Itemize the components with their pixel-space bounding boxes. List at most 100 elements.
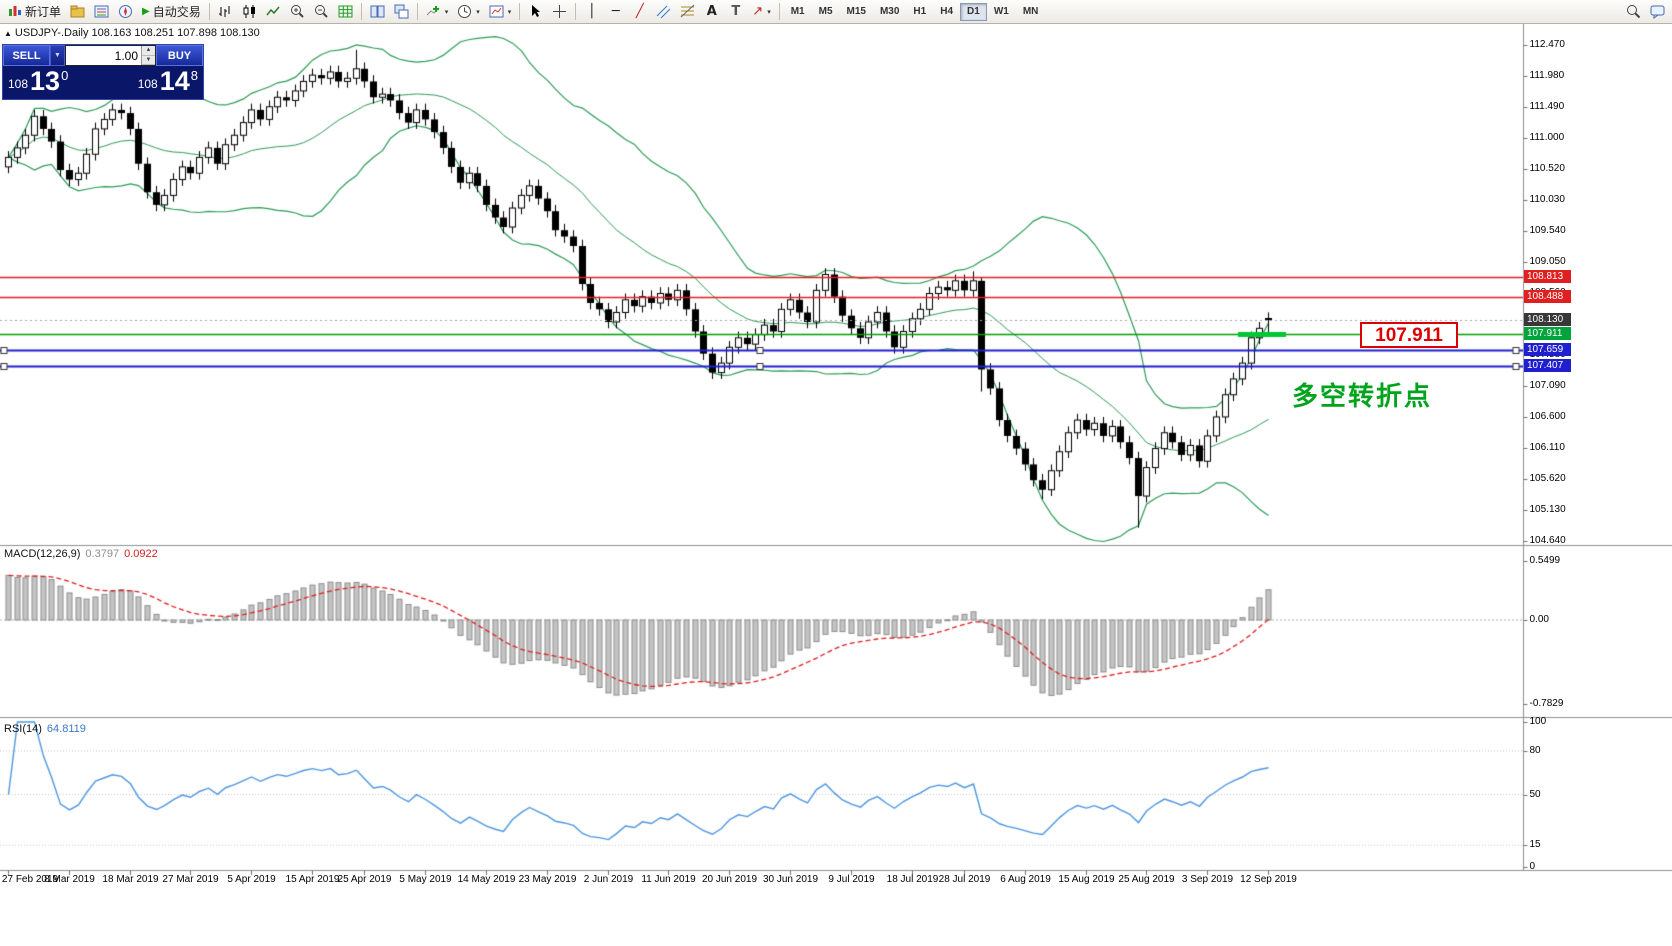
timeframe-button-m15[interactable]: M15 — [840, 3, 873, 21]
trendline-icon: ╱ — [635, 3, 644, 19]
zoom-in-icon — [290, 5, 304, 18]
timeframe-group: M1 M5 M15 M30 H1 H4 D1 W1 MN — [784, 2, 1046, 21]
one-click-trading-panel: SELL ▼ 1.00 ▲ ▼ BUY 108 13 0 108 14 8 — [2, 44, 204, 100]
macd-main-value: 0.3797 — [85, 548, 120, 560]
fibonacci-tool-button[interactable] — [676, 2, 699, 22]
search-button[interactable] — [1622, 2, 1645, 22]
search-icon — [1627, 5, 1641, 19]
chart-symbol-title: ▲ USDJPY-.Daily 108.163 108.251 107.898 1… — [4, 27, 260, 39]
grid-icon — [338, 5, 353, 18]
toolbar-separator — [416, 3, 418, 20]
rsi-indicator-label: RSI(14) 64.8119 — [4, 723, 86, 735]
chevron-down-icon: ▾ — [507, 8, 512, 16]
cursor-icon — [532, 5, 541, 17]
macd-indicator-label: MACD(12,26,9) 0.3797 0.0922 — [4, 548, 158, 560]
zoom-out-icon — [314, 5, 328, 18]
volume-increase-button[interactable]: ▲ — [142, 46, 155, 56]
ohlc-values: 108.163 108.251 107.898 108.130 — [91, 27, 260, 39]
bar-chart-mode-button[interactable] — [214, 2, 237, 22]
timeframe-button-m5[interactable]: M5 — [812, 3, 840, 21]
cascade-windows-icon — [394, 4, 409, 19]
fibonacci-icon — [680, 4, 695, 18]
arrow-tool-icon: ↗ — [752, 3, 764, 19]
timeframe-button-m30[interactable]: M30 — [873, 3, 906, 21]
rsi-name: RSI(14) — [4, 723, 42, 735]
horizontal-line-icon: ─ — [611, 3, 620, 19]
autotrading-button[interactable]: ▶ 自动交易 — [138, 2, 205, 22]
chevron-down-icon: ▾ — [476, 8, 480, 16]
volume-decrease-button[interactable]: ▼ — [142, 55, 155, 65]
market-watch-button[interactable] — [90, 2, 113, 22]
trendline-tool-button[interactable]: ╱ — [628, 2, 651, 22]
market-watch-icon — [94, 5, 109, 18]
buy-button[interactable]: BUY — [156, 45, 203, 66]
navigator-button[interactable] — [114, 2, 137, 22]
crosshair-icon — [553, 5, 567, 18]
rsi-value: 64.8119 — [46, 723, 86, 735]
periods-button[interactable]: ▾ — [453, 2, 484, 22]
buy-price-prefix: 108 — [137, 77, 158, 91]
one-click-price-row: 108 13 0 108 14 8 — [3, 66, 203, 99]
timeframe-button-mn[interactable]: MN — [1016, 3, 1046, 21]
text-label-tool-button[interactable]: T — [724, 2, 747, 22]
indicators-button[interactable]: ▾ — [422, 2, 453, 22]
navigator-icon — [119, 5, 133, 18]
channel-tool-button[interactable] — [652, 2, 675, 22]
text-tool-button[interactable]: A — [700, 2, 723, 22]
volume-value[interactable]: 1.00 — [114, 49, 138, 63]
sell-button[interactable]: SELL — [3, 45, 50, 66]
profiles-button[interactable] — [66, 2, 89, 22]
zoom-in-button[interactable] — [286, 2, 309, 22]
turning-point-annotation[interactable]: 多空转折点 — [1292, 381, 1433, 411]
one-click-top-row: SELL ▼ 1.00 ▲ ▼ BUY — [3, 45, 203, 66]
zoom-out-button[interactable] — [310, 2, 333, 22]
bar-chart-icon — [218, 6, 230, 17]
toolbar-separator — [519, 3, 521, 20]
volume-input[interactable]: 1.00 ▲ ▼ — [65, 45, 156, 66]
price-callout-107911[interactable]: 107.911 — [1360, 322, 1458, 348]
horizontal-line-tool-button[interactable]: ─ — [604, 2, 627, 22]
price-chart-canvas[interactable] — [0, 24, 1672, 946]
sell-price-prefix: 108 — [8, 77, 29, 91]
new-order-label: 新订单 — [25, 5, 62, 19]
timeframe-button-d1[interactable]: D1 — [960, 2, 987, 21]
chevron-down-icon: ▾ — [444, 8, 449, 16]
profiles-icon — [70, 5, 85, 18]
clock-icon — [458, 5, 472, 18]
chat-bubble-icon — [1650, 5, 1665, 19]
candlestick-icon — [243, 5, 255, 18]
candlestick-mode-button[interactable] — [238, 2, 261, 22]
tile-windows-button[interactable] — [366, 2, 389, 22]
line-chart-mode-button[interactable] — [262, 2, 285, 22]
channel-icon — [656, 5, 671, 19]
buy-price-pip: 8 — [190, 68, 198, 83]
autotrading-label: 自动交易 — [152, 5, 201, 19]
vertical-line-tool-button[interactable]: │ — [580, 2, 603, 22]
toolbar-separator — [208, 3, 210, 20]
crosshair-tool-button[interactable] — [548, 2, 571, 22]
new-order-button[interactable]: 新订单 — [3, 2, 65, 22]
template-icon — [489, 5, 504, 18]
one-click-menu-button[interactable]: ▼ — [50, 45, 65, 66]
macd-signal-value: 0.0922 — [124, 548, 158, 560]
chat-button[interactable] — [1646, 2, 1669, 22]
timeframe-button-h1[interactable]: H1 — [906, 3, 933, 21]
chevron-down-icon: ▾ — [767, 8, 771, 16]
sell-price-pip: 0 — [61, 68, 69, 83]
cascade-windows-button[interactable] — [390, 2, 413, 22]
grid-button[interactable] — [334, 2, 357, 22]
indicators-icon — [426, 6, 440, 16]
toolbar-separator — [575, 3, 577, 20]
line-chart-icon — [266, 6, 280, 16]
timeframe-button-w1[interactable]: W1 — [987, 3, 1016, 21]
tile-windows-icon — [370, 5, 385, 18]
templates-button[interactable]: ▾ — [485, 2, 516, 22]
main-toolbar: 新订单 ▶ 自动交易 — [0, 0, 1672, 24]
timeframe-button-m1[interactable]: M1 — [784, 3, 812, 21]
cursor-tool-button[interactable] — [524, 2, 547, 22]
symbol-period-label: USDJPY-.Daily — [14, 27, 89, 39]
arrows-tool-button[interactable]: ↗ ▾ — [748, 2, 774, 22]
timeframe-button-h4[interactable]: H4 — [933, 3, 960, 21]
buy-price-main: 14 — [159, 66, 190, 96]
